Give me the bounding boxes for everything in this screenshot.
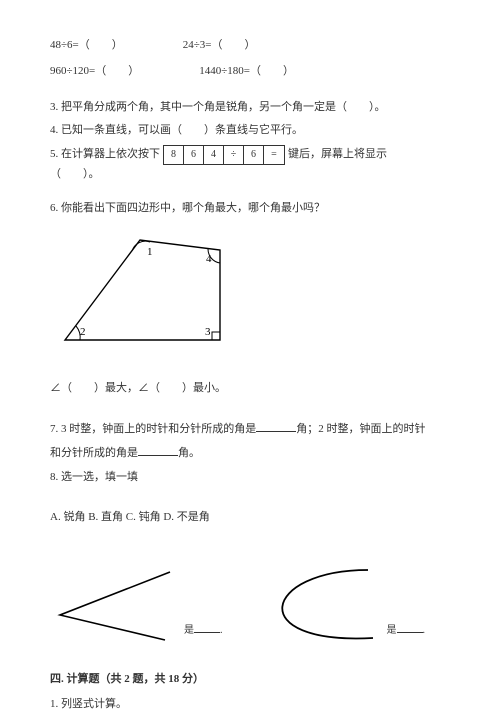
eq-24-3: 24÷3=（ ） — [183, 36, 256, 56]
label-2: 2 — [80, 326, 86, 338]
eq-1440-180: 1440÷180=（ ） — [199, 62, 294, 82]
shape-curve-item: 是. — [253, 560, 426, 650]
q6-answer-line: ∠（ ）最大，∠（ ）最小。 — [50, 379, 450, 399]
q7-line2-pre: 和分针所成的角是 — [50, 447, 138, 459]
key-8: 8 — [164, 146, 184, 164]
q7-pre: 7. 3 时整，钟面上的时针和分针所成的角是 — [50, 423, 256, 435]
right-angle-3 — [212, 332, 220, 340]
angle-path — [60, 572, 170, 640]
equation-row-1: 48÷6=（ ） 24÷3=（ ） — [50, 36, 450, 56]
label-4: 4 — [206, 253, 212, 265]
label-1: 1 — [147, 246, 153, 258]
q7-mid: 角；2 时整，钟面上的时针 — [296, 423, 425, 435]
q5-end: （ ）。 — [50, 165, 450, 185]
angle-label: 是. — [184, 622, 223, 640]
eq-960-120: 960÷120=（ ） — [50, 62, 139, 82]
eq-48-6: 48÷6=（ ） — [50, 36, 123, 56]
angle-shape — [50, 560, 180, 650]
section-4-title: 四. 计算题（共 2 题，共 18 分） — [50, 670, 450, 690]
curve-path — [282, 570, 373, 638]
quadrilateral-diagram: 1 2 3 4 — [50, 225, 450, 363]
calculator-keys: 8 6 4 ÷ 6 = — [163, 145, 285, 165]
quad-shape — [65, 240, 220, 340]
curve-shape — [253, 560, 383, 650]
equation-row-2: 960÷120=（ ） 1440÷180=（ ） — [50, 62, 450, 82]
section-4-q1: 1. 列竖式计算。 — [50, 695, 450, 715]
shapes-row: 是. 是. — [50, 560, 450, 650]
is-text-1: 是 — [184, 625, 194, 636]
shape-angle-item: 是. — [50, 560, 223, 650]
blank-1 — [256, 422, 296, 432]
question-6: 6. 你能看出下面四边形中，哪个角最大，哪个角最小吗？ — [50, 199, 450, 219]
q5-pre: 5. 在计算器上依次按下 — [50, 145, 160, 165]
q7-line2-post: 角。 — [178, 447, 200, 459]
key-4: 4 — [204, 146, 224, 164]
key-6b: 6 — [244, 146, 264, 164]
blank-curve — [397, 623, 423, 633]
q5-post: 键后，屏幕上将显示 — [288, 145, 387, 165]
blank-2 — [138, 446, 178, 456]
answer-options: A. 锐角 B. 直角 C. 钝角 D. 不是角 — [50, 508, 450, 528]
key-6: 6 — [184, 146, 204, 164]
key-divide: ÷ — [224, 146, 244, 164]
key-equals: = — [264, 146, 284, 164]
is-text-2: 是 — [387, 625, 397, 636]
question-7: 7. 3 时整，钟面上的时针和分针所成的角是 角；2 时整，钟面上的时针 — [50, 420, 450, 440]
blank-angle — [194, 623, 220, 633]
question-8: 8. 选一选，填一填 — [50, 468, 450, 488]
label-3: 3 — [205, 326, 211, 338]
question-3: 3. 把平角分成两个角，其中一个角是锐角，另一个角一定是（ ）。 — [50, 98, 450, 118]
question-7-line2: 和分针所成的角是 角。 — [50, 444, 450, 464]
curve-label: 是. — [387, 622, 426, 640]
question-5: 5. 在计算器上依次按下 8 6 4 ÷ 6 = 键后，屏幕上将显示 — [50, 145, 450, 165]
question-4: 4. 已知一条直线，可以画（ ）条直线与它平行。 — [50, 121, 450, 141]
